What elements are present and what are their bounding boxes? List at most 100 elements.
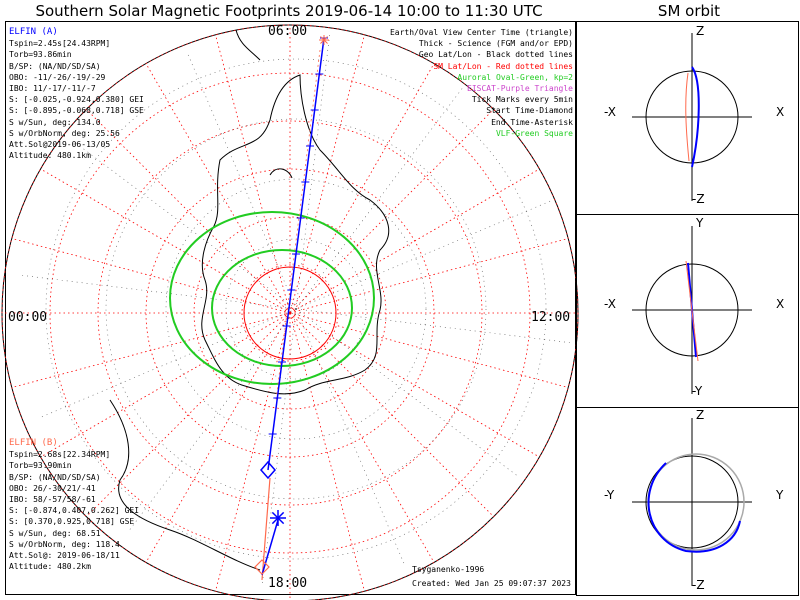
elfin-b-line: S: [-0.874,0.407,0.262] GEI (9, 506, 140, 516)
elfin-b-track (261, 477, 271, 581)
panel3-top-label: Z (696, 408, 705, 422)
legend-item: Earth/Oval View Center Time (triangle) (389, 28, 573, 37)
sm-lon-line (215, 34, 291, 314)
legend-item: Auroral Oval-Green, kp=2 (457, 72, 573, 82)
elfin-b-name: ELFIN (B) (9, 438, 58, 448)
geo-lon-line (295, 308, 406, 567)
elfin-b-start-diamond (254, 559, 270, 575)
sm-lon-line (289, 312, 540, 458)
sm-lon-line (11, 312, 291, 388)
elfin-b-end-asterisk (320, 36, 328, 44)
elfin-b-info: ELFIN (B) Tspin=2.68s[22.34RPM] Torb=93.… (9, 438, 139, 572)
elfin-a-name: ELFIN (A) (9, 27, 58, 37)
panel1-top-label: Z (696, 24, 705, 38)
elfin-b-line: S w/Sun, deg: 68.51 (9, 528, 101, 538)
antarctica-coastline (109, 29, 390, 571)
orbit-panel-1 (632, 33, 752, 201)
elfin-a-line: S w/OrbNorm, deg: 25.56 (9, 128, 120, 138)
elfin-a-line: Torb=93.86min (9, 50, 72, 60)
legend-item: VLF-Green Square (495, 128, 573, 138)
sm-lon-line (289, 238, 569, 314)
map-grid (1, 24, 579, 600)
elfin-a-end-asterisk (271, 511, 285, 525)
elfin-a-line: Tspin=2.45s[24.43RPM] (9, 39, 111, 49)
elfin-b-line: Tspin=2.68s[22.34RPM] (9, 450, 111, 460)
auroral-ovals (169, 211, 375, 385)
sm-lon-line (86, 312, 291, 517)
geo-lon-line (186, 51, 297, 310)
elfin-b-line: IBO: 58/-57/58/-61 (9, 495, 96, 505)
panel2-orbit-b (685, 260, 699, 362)
sm-lon-line (289, 312, 494, 517)
panel2-top-label: Y (696, 216, 704, 230)
geo-lon-line (127, 308, 297, 533)
sm-lat-circle (241, 264, 339, 362)
panel2-right-label: X (776, 297, 785, 311)
geo-lat-circle (105, 118, 487, 500)
panel3-left-label: -Y (604, 488, 615, 502)
sm-lon-line (40, 312, 291, 458)
legend-item: Thick - Science (FGM and/or EPD) (418, 39, 573, 49)
panel3-right-label: Y (776, 488, 784, 502)
sm-orbit-panels (576, 21, 799, 596)
geo-lat-circle (165, 178, 427, 440)
sm-lon-line (289, 312, 569, 388)
legend-item: SM Lat/Lon - Red dotted lines (433, 61, 573, 71)
elfin-b-line: Torb=93.90min (9, 461, 72, 471)
panel1-right-label: X (776, 105, 785, 119)
elfin-a-line: S: [-0.895,-0.068,0.718] GSE (9, 106, 144, 116)
elfin-b-line: B/SP: (NA/ND/SD/SA) (9, 472, 101, 482)
sm-lon-line (215, 312, 291, 592)
sm-lon-line (289, 109, 494, 314)
elfin-a-line: Altitude: 480.1km (9, 151, 91, 161)
satellite-tracks (254, 35, 329, 581)
geo-lon-line (72, 140, 297, 310)
elfin-a-line: OBO: -11/-26/-19/-29 (9, 72, 106, 82)
elfin-a-info: ELFIN (A) Tspin=2.45s[24.43RPM] Torb=93.… (9, 27, 144, 161)
elfin-b-line: S w/OrbNorm, deg: 118.4 (9, 539, 120, 549)
geo-lon-line (295, 31, 331, 310)
elfin-b-line: Altitude: 480.2km (9, 562, 91, 572)
geo-lon-line (261, 308, 297, 587)
orbit-panel-2 (632, 226, 752, 394)
panel1-bottom-label: -Z (692, 192, 705, 206)
geo-lat-circle (45, 58, 547, 560)
panel3-bottom-label: -Z (692, 578, 705, 592)
map-label-left: 00:00 (8, 310, 48, 325)
sm-lon-line (289, 34, 365, 314)
elfin-a-line: S w/Sun, deg: 134.0 (9, 117, 101, 127)
orbit-panel-title: SM orbit (657, 2, 721, 20)
sm-lon-line (289, 312, 365, 592)
orbit-panel-3 (632, 418, 752, 586)
legend-item: Geo Lat/Lon - Black dotted lines (418, 50, 573, 60)
panel1-orbit-b (685, 72, 690, 162)
geo-lon-line (18, 274, 297, 310)
map-legend: Earth/Oval View Center Time (triangle) T… (390, 27, 573, 139)
created-timestamp: Created: Wed Jan 25 09:07:37 2023 (412, 579, 571, 588)
map-frame (5, 21, 576, 595)
sm-lat-circle (1, 24, 579, 600)
sm-lon-line (289, 63, 435, 314)
panel1-orbit-a (691, 66, 700, 168)
sm-lon-line (86, 109, 291, 314)
sm-pole-circle (243, 266, 337, 360)
legend-item: EISCAT-Purple Triangle (467, 84, 573, 94)
panel3-orbit-a (647, 462, 741, 553)
elfin-a-line: B/SP: (NA/ND/SD/SA) (9, 61, 101, 71)
sm-lon-line (145, 312, 291, 563)
sm-lon-line (40, 168, 291, 314)
elfin-a-track-south (261, 519, 279, 576)
elfin-a-line: S: [-0.025,-0.924,0.380] GEI (9, 95, 144, 105)
elfin-a-start-diamond (260, 460, 276, 480)
legend-item: End Time-Asterisk (491, 117, 573, 127)
elfin-a-line: IBO: 11/-17/-11/-7 (9, 84, 96, 94)
elfin-b-line: S: [0.370,0.925,0.718] GSE (9, 517, 135, 527)
auroral-oval-outer (169, 211, 375, 385)
plot-title: Southern Solar Magnetic Footprints 2019-… (35, 2, 543, 20)
map-label-top: 06:00 (268, 24, 308, 39)
geo-lon-line (295, 85, 465, 310)
sm-lat-circle (97, 120, 483, 506)
panel2-left-label: -X (604, 297, 616, 311)
geo-lat-circle (225, 238, 367, 380)
